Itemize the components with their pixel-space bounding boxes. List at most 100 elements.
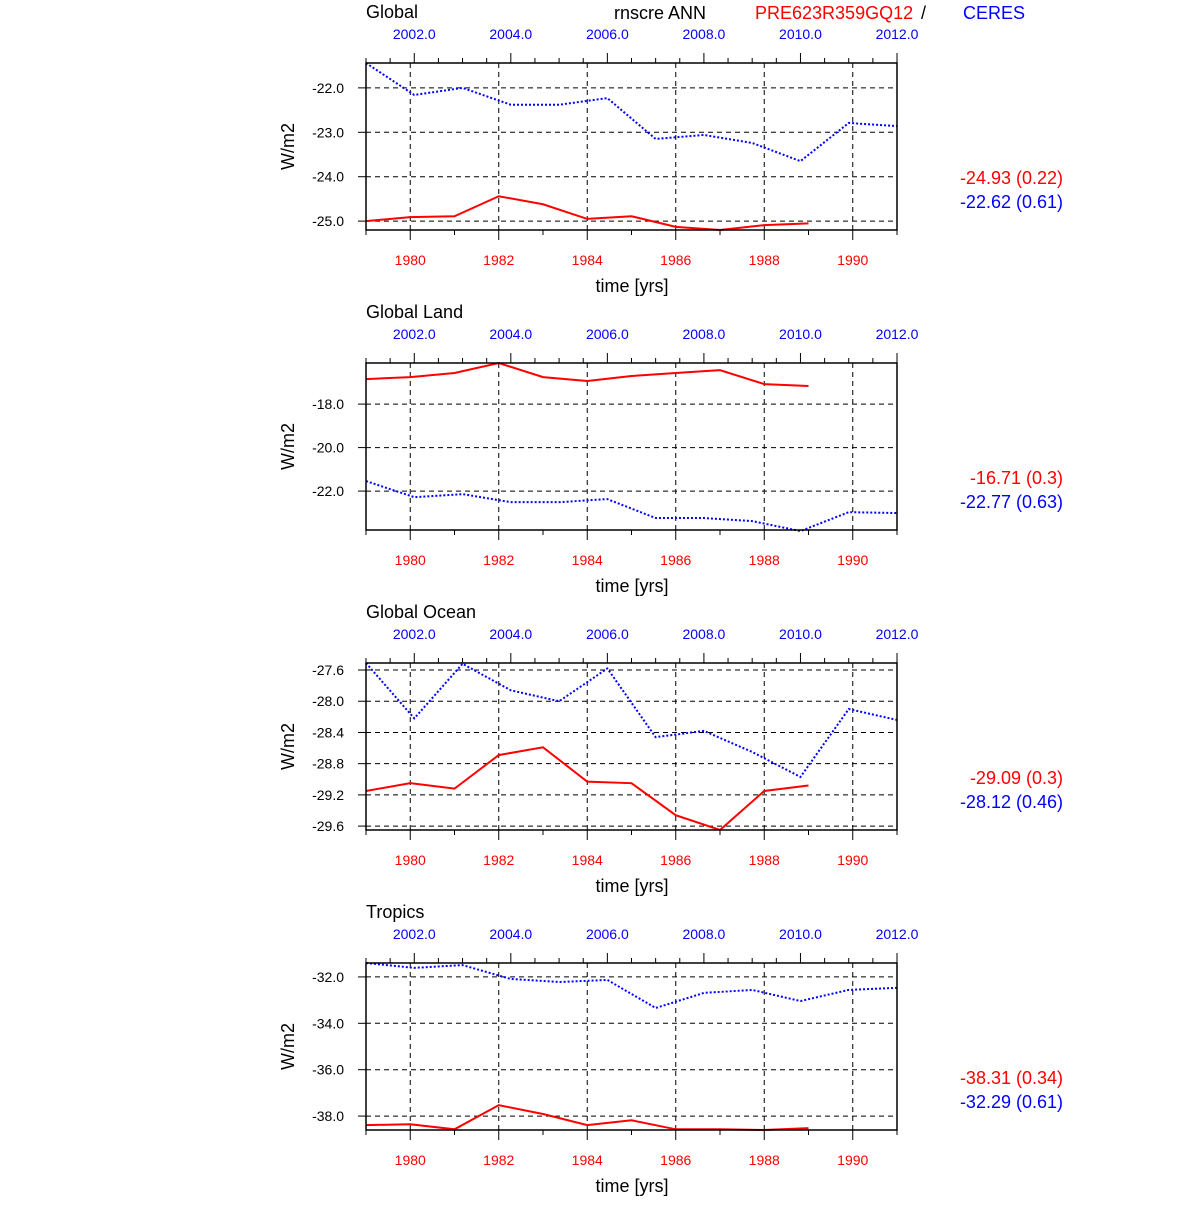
x-axis-label: time [yrs] (595, 876, 668, 896)
x-top-tick-label: 2004.0 (489, 326, 532, 342)
x-top-tick-label: 2004.0 (489, 626, 532, 642)
x-axis-label: time [yrs] (595, 576, 668, 596)
y-tick-label: -29.6 (312, 818, 344, 834)
panel-title: Tropics (366, 902, 424, 922)
x-bottom-tick-label: 1982 (483, 852, 514, 868)
y-tick-label: -29.2 (312, 787, 344, 803)
x-top-tick-label: 2006.0 (586, 926, 629, 942)
y-tick-label: -32.0 (312, 969, 344, 985)
plot-frame (365, 662, 898, 831)
x-top-tick-label: 2008.0 (682, 326, 725, 342)
series-line-model (365, 746, 809, 832)
x-top-tick-label: 2008.0 (682, 626, 725, 642)
x-top-tick-label: 2002.0 (393, 326, 436, 342)
x-axis-label: time [yrs] (595, 1176, 668, 1196)
series-line-obs (365, 662, 898, 779)
y-axis-label: W/m2 (278, 723, 298, 770)
series-line-model (365, 361, 809, 388)
y-tick-label: -23.0 (312, 124, 344, 140)
x-bottom-tick-label: 1980 (395, 552, 426, 568)
plot-frame (365, 962, 898, 1131)
header-obs: CERES (963, 3, 1025, 23)
x-bottom-tick-label: 1984 (572, 552, 603, 568)
x-top-tick-label: 2012.0 (876, 326, 919, 342)
x-bottom-tick-label: 1990 (837, 1152, 868, 1168)
x-bottom-tick-label: 1990 (837, 252, 868, 268)
y-tick-label: -34.0 (312, 1015, 344, 1031)
series-stat-obs: -28.12 (0.46) (960, 792, 1063, 812)
y-axis-label: W/m2 (278, 1023, 298, 1070)
x-bottom-tick-label: 1984 (572, 1152, 603, 1168)
y-tick-label: -27.6 (312, 662, 344, 678)
y-tick-label: -36.0 (312, 1062, 344, 1078)
x-bottom-tick-label: 1988 (749, 252, 780, 268)
x-top-tick-label: 2006.0 (586, 26, 629, 42)
panel-title: Global (366, 2, 418, 22)
x-top-tick-label: 2010.0 (779, 326, 822, 342)
y-tick-label: -28.8 (312, 756, 344, 772)
y-axis-label: W/m2 (278, 123, 298, 170)
x-bottom-tick-label: 1982 (483, 552, 514, 568)
series-stat-model: -24.93 (0.22) (960, 168, 1063, 188)
y-tick-label: -28.4 (312, 724, 344, 740)
x-bottom-tick-label: 1990 (837, 552, 868, 568)
panel-title: Global Land (366, 302, 463, 322)
x-bottom-tick-label: 1986 (660, 852, 691, 868)
x-axis-label: time [yrs] (595, 276, 668, 296)
series-stat-obs: -22.77 (0.63) (960, 492, 1063, 512)
panel-2: Global Ocean -27.6 -28.0 -28.4 -28.8 -29.2 -29… (278, 602, 1063, 896)
x-top-tick-label: 2008.0 (682, 26, 725, 42)
plot-frame (365, 362, 898, 531)
x-bottom-tick-label: 1982 (483, 252, 514, 268)
x-top-tick-label: 2012.0 (876, 626, 919, 642)
header-model: PRE623R359GQ12 (755, 3, 913, 23)
x-top-tick-label: 2002.0 (393, 926, 436, 942)
x-bottom-tick-label: 1984 (572, 252, 603, 268)
x-bottom-tick-label: 1988 (749, 1152, 780, 1168)
plot-frame (365, 62, 898, 231)
panel-title: Global Ocean (366, 602, 476, 622)
x-bottom-tick-label: 1980 (395, 852, 426, 868)
y-tick-label: -24.0 (312, 169, 344, 185)
x-top-tick-label: 2004.0 (489, 926, 532, 942)
series-stat-obs: -32.29 (0.61) (960, 1092, 1063, 1112)
y-tick-label: -18.0 (312, 396, 344, 412)
y-tick-label: -28.0 (312, 693, 344, 709)
series-line-obs (365, 62, 898, 163)
series-stat-obs: -22.62 (0.61) (960, 192, 1063, 212)
x-top-tick-label: 2002.0 (393, 626, 436, 642)
panel-3: Tropics -32.0 -34.0 -36.0 -38.0 1980 1982 1984 1… (278, 902, 1063, 1196)
y-tick-label: -25.0 (312, 213, 344, 229)
x-bottom-tick-label: 1990 (837, 852, 868, 868)
x-top-tick-label: 2010.0 (779, 926, 822, 942)
panel-1: Global Land -18.0 -20.0 -22.0 1980 1982 1984 19… (278, 302, 1063, 596)
y-tick-label: -20.0 (312, 440, 344, 456)
panel-0: Global -22.0 -23.0 -24.0 -25.0 1980 1982 1984 19… (278, 2, 1063, 296)
x-top-tick-label: 2012.0 (876, 926, 919, 942)
x-top-tick-label: 2006.0 (586, 326, 629, 342)
y-tick-label: -22.0 (312, 80, 344, 96)
series-stat-model: -16.71 (0.3) (970, 468, 1063, 488)
series-stat-model: -38.31 (0.34) (960, 1068, 1063, 1088)
x-top-tick-label: 2008.0 (682, 926, 725, 942)
x-top-tick-label: 2010.0 (779, 26, 822, 42)
x-top-tick-label: 2006.0 (586, 626, 629, 642)
x-bottom-tick-label: 1988 (749, 552, 780, 568)
x-bottom-tick-label: 1986 (660, 1152, 691, 1168)
x-bottom-tick-label: 1980 (395, 1152, 426, 1168)
x-top-tick-label: 2010.0 (779, 626, 822, 642)
y-axis-label: W/m2 (278, 423, 298, 470)
series-line-obs (365, 962, 898, 1010)
x-bottom-tick-label: 1980 (395, 252, 426, 268)
y-tick-label: -22.0 (312, 483, 344, 499)
x-bottom-tick-label: 1988 (749, 852, 780, 868)
x-top-tick-label: 2002.0 (393, 26, 436, 42)
series-line-model (365, 195, 809, 232)
series-line-obs (365, 480, 898, 533)
series-stat-model: -29.09 (0.3) (970, 768, 1063, 788)
header-slash: / (921, 3, 926, 23)
x-bottom-tick-label: 1986 (660, 252, 691, 268)
x-bottom-tick-label: 1986 (660, 552, 691, 568)
y-tick-label: -38.0 (312, 1108, 344, 1124)
